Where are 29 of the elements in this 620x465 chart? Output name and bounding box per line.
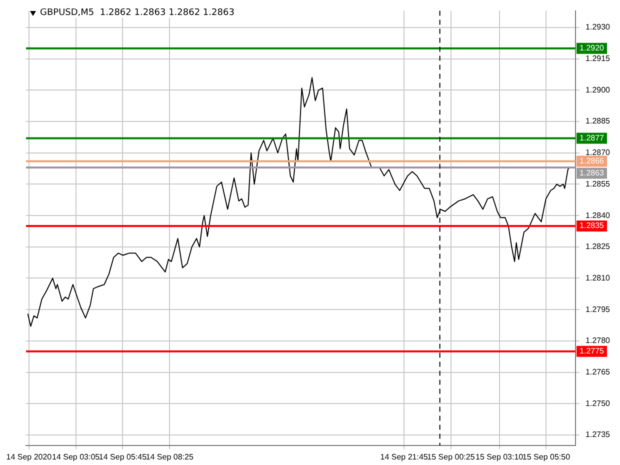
y-tick-label: 1.2735 xyxy=(586,430,611,440)
y-tick-label: 1.2810 xyxy=(586,273,611,282)
x-tick-label: 14 Sep 03:05 xyxy=(52,452,100,462)
y-tick-label: 1.2750 xyxy=(586,398,611,408)
y-tick-label: 1.2780 xyxy=(586,336,611,346)
y-tick-label: 1.2765 xyxy=(586,367,611,376)
x-tick-label: 14 Sep 21:45 xyxy=(380,452,428,462)
x-tick-label: 15 Sep 00:25 xyxy=(427,452,476,462)
ref-line-label: 1.2775 xyxy=(580,346,605,356)
ref-line-label: 1.2877 xyxy=(580,133,605,142)
y-tick-label: 1.2885 xyxy=(586,116,611,126)
x-tick-label: 14 Sep 05:45 xyxy=(98,452,148,462)
x-tick-label: 15 Sep 05:50 xyxy=(522,452,571,462)
x-tick-label: 15 Sep 03:10 xyxy=(476,452,524,462)
chart-title: GBPUSD,M5 1.2862 1.2863 1.2862 1.2863 xyxy=(40,8,234,18)
y-tick-label: 1.2915 xyxy=(586,54,611,64)
x-tick-label: 14 Sep 2020 xyxy=(6,452,52,462)
ref-line-label: 1.2863 xyxy=(580,168,605,178)
y-tick-label: 1.2795 xyxy=(586,304,611,314)
y-tick-label: 1.2930 xyxy=(586,22,611,32)
y-tick-label: 1.2840 xyxy=(586,210,611,220)
y-tick-label: 1.2855 xyxy=(586,179,611,188)
ref-line-label: 1.2835 xyxy=(580,221,605,230)
y-tick-label: 1.2870 xyxy=(586,148,611,158)
y-tick-label: 1.2825 xyxy=(586,242,611,252)
x-tick-label: 14 Sep 08:25 xyxy=(146,452,194,462)
ref-line-label: 1.2920 xyxy=(580,44,605,53)
ref-line-label: 1.2866 xyxy=(580,156,605,166)
y-tick-label: 1.2900 xyxy=(586,85,611,94)
